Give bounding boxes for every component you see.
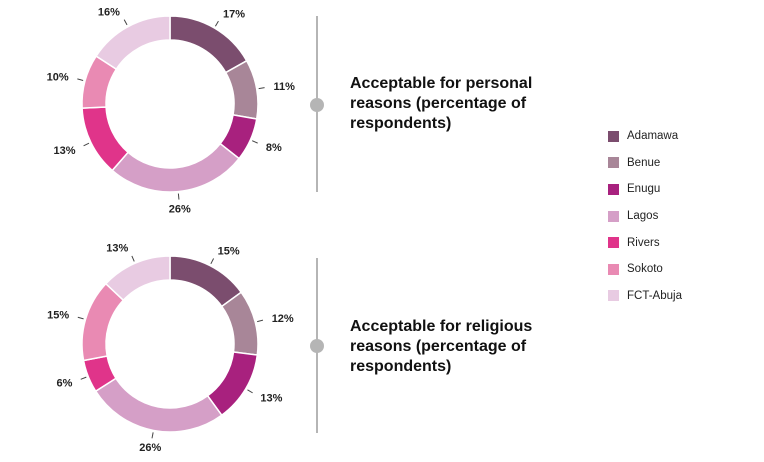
leader-personal-lagos — [177, 193, 180, 200]
legend-item-adamawa: Adamawa — [608, 123, 682, 150]
legend-item-enugu: Enugu — [608, 176, 682, 203]
divider-dot-personal — [310, 98, 324, 112]
legend-swatch-benue — [608, 157, 619, 169]
legend-label-benue: Benue — [627, 156, 661, 169]
slice-religious-fct-abuja — [104, 255, 171, 302]
leader-religious-rivers — [80, 376, 87, 380]
legend-label-lagos: Lagos — [627, 210, 659, 223]
legend-label-sokoto: Sokoto — [627, 263, 663, 276]
value-label-personal-adamawa: 17% — [223, 8, 245, 20]
value-label-personal-rivers: 13% — [53, 145, 75, 157]
legend-item-rivers: Rivers — [608, 229, 682, 256]
value-label-personal-fct-abuja: 16% — [98, 7, 120, 19]
value-label-religious-adamawa: 15% — [218, 245, 240, 257]
value-label-religious-rivers: 6% — [56, 378, 72, 390]
value-label-religious-benue: 12% — [272, 313, 294, 325]
value-label-religious-lagos: 26% — [139, 442, 161, 454]
leader-personal-adamawa — [214, 20, 219, 27]
legend-label-adamawa: Adamawa — [627, 130, 679, 143]
legend-swatch-sokoto — [608, 263, 619, 275]
value-label-religious-enugu: 13% — [260, 392, 282, 404]
value-label-personal-lagos: 26% — [169, 204, 191, 216]
slice-personal-adamawa — [169, 15, 248, 74]
legend-item-fct-abuja: FCT-Abuja — [608, 283, 682, 310]
donut-religious-reasons: 15% 12% 13% 26% 6% 15% 13% — [47, 243, 294, 455]
leader-religious-enugu — [247, 389, 253, 394]
value-label-religious-sokoto: 15% — [47, 310, 69, 322]
legend-label-enugu: Enugu — [627, 183, 661, 196]
leader-religious-adamawa — [210, 258, 215, 265]
leader-religious-fct-abuja — [131, 255, 135, 262]
slice-personal-lagos — [111, 142, 241, 193]
legend-label-rivers: Rivers — [627, 236, 660, 249]
value-label-personal-sokoto: 10% — [47, 72, 69, 84]
leader-religious-lagos — [151, 432, 154, 439]
leader-religious-sokoto — [77, 316, 84, 320]
chart-title-religious: Acceptable for religious reasons (percen… — [350, 318, 533, 375]
legend-swatch-fct-abuja — [608, 290, 619, 302]
value-label-personal-enugu: 8% — [266, 142, 282, 154]
legend-item-benue: Benue — [608, 150, 682, 177]
leader-religious-benue — [257, 319, 264, 323]
legend-swatch-lagos — [608, 210, 619, 222]
value-label-religious-fct-abuja: 13% — [106, 243, 128, 255]
value-label-personal-benue: 11% — [273, 81, 295, 93]
legend: Adamawa Benue Enugu Lagos Rivers Sokoto … — [608, 123, 682, 309]
divider-dot-religious — [310, 339, 324, 353]
legend-label-fct-abuja: FCT-Abuja — [627, 289, 682, 302]
leader-personal-fct-abuja — [123, 19, 128, 26]
divider-lines — [310, 16, 324, 433]
slice-religious-benue — [220, 291, 259, 356]
leader-personal-enugu — [251, 140, 258, 144]
legend-item-lagos: Lagos — [608, 203, 682, 230]
slice-religious-lagos — [94, 377, 223, 433]
legend-swatch-enugu — [608, 183, 619, 195]
legend-swatch-rivers — [608, 237, 619, 249]
slice-personal-benue — [224, 59, 259, 120]
donut-personal-reasons: 17% 11% 8% 26% 13% 10% 16% — [47, 7, 295, 216]
leader-personal-benue — [258, 87, 265, 90]
slice-religious-adamawa — [169, 255, 243, 308]
leader-personal-rivers — [83, 142, 90, 147]
legend-item-sokoto: Sokoto — [608, 256, 682, 283]
legend-swatch-adamawa — [608, 130, 619, 142]
chart-title-personal: Acceptable for personal reasons (percent… — [350, 75, 533, 132]
slice-personal-fct-abuja — [95, 15, 171, 71]
leader-personal-sokoto — [77, 78, 84, 81]
slice-personal-rivers — [81, 106, 130, 172]
